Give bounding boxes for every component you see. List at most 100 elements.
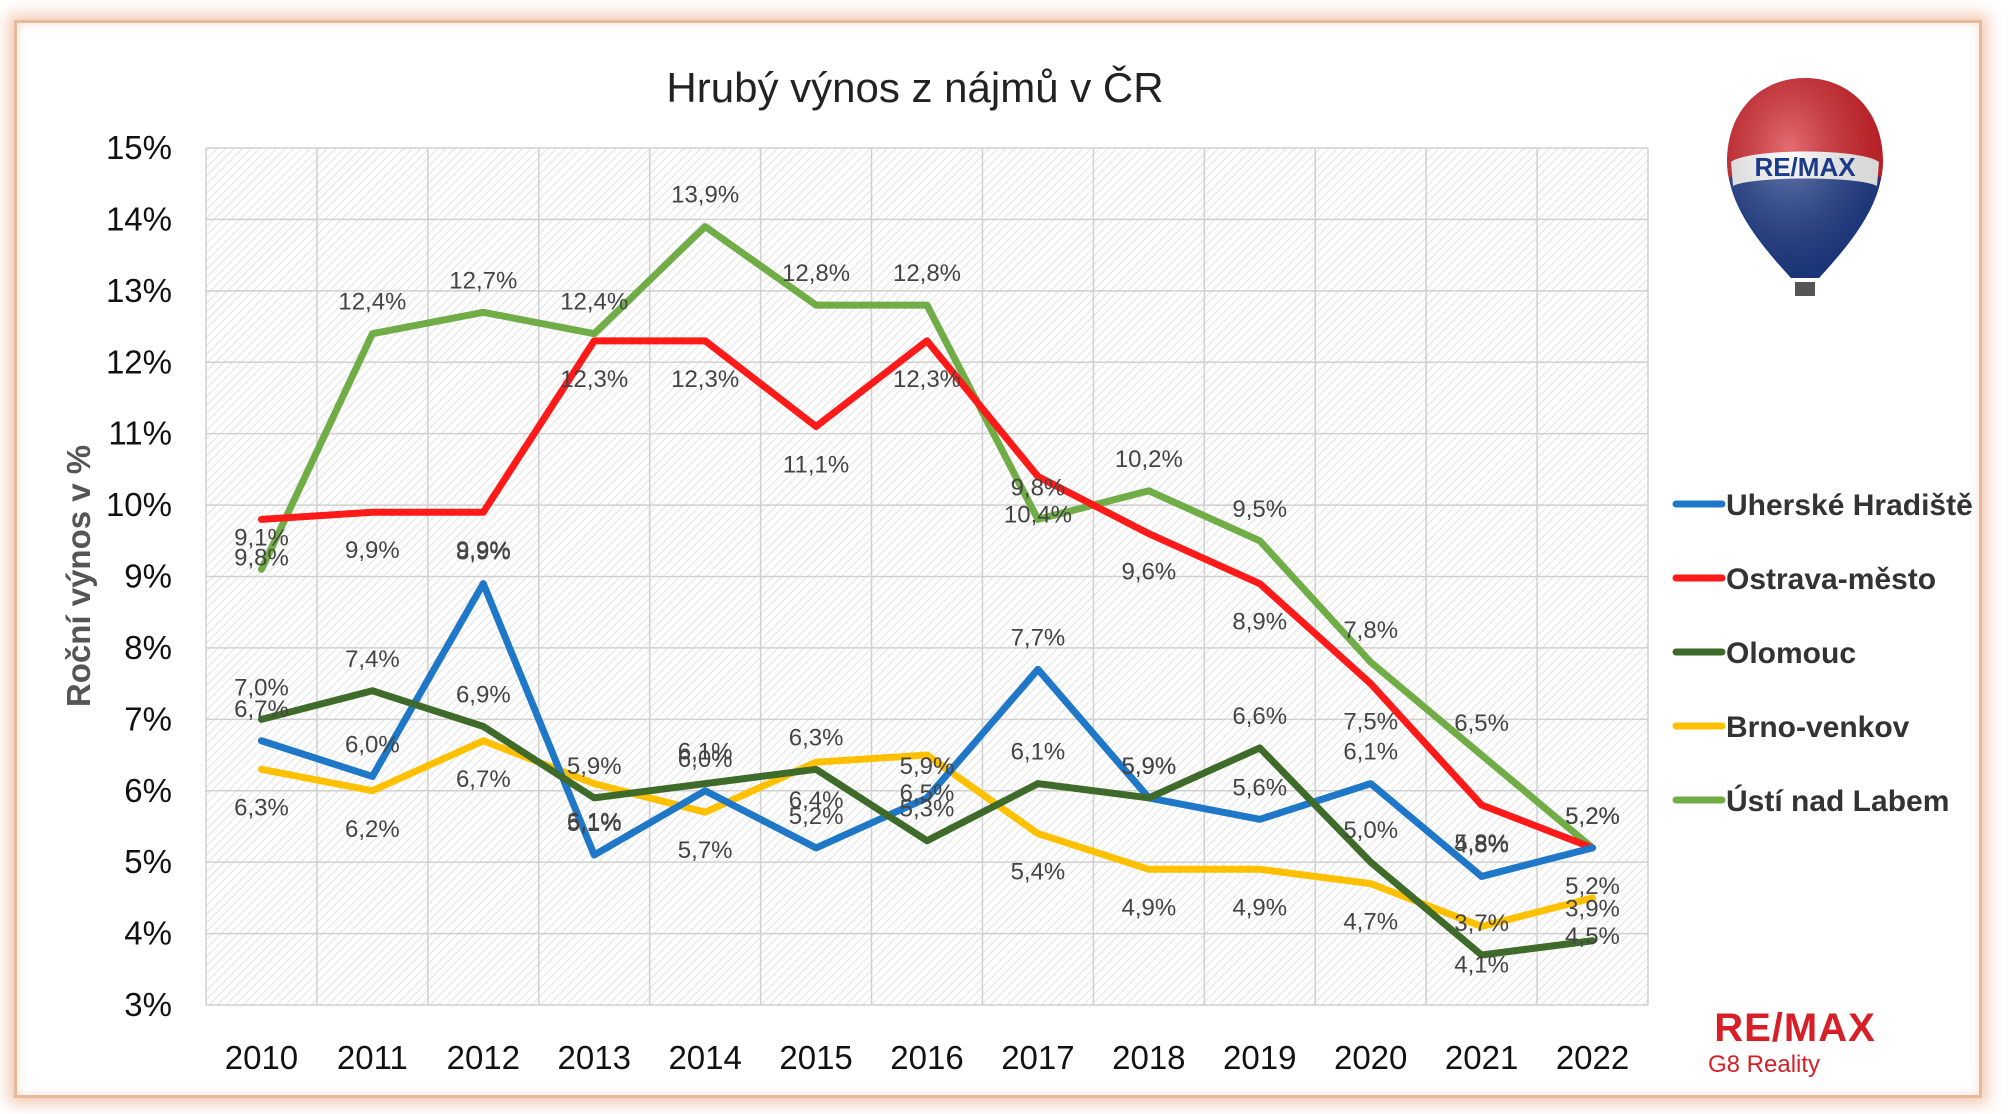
data-label-usti-nad-labem: 9,5% xyxy=(1232,496,1287,523)
chart-title: Hrubý výnos z nájmů v ČR xyxy=(666,64,1163,111)
data-label-brno-venkov: 6,2% xyxy=(345,816,400,843)
data-label-usti-nad-labem: 13,9% xyxy=(671,182,739,209)
data-label-usti-nad-labem: 12,4% xyxy=(560,289,628,316)
data-label-ostrava-mesto: 10,4% xyxy=(1004,502,1072,529)
x-tick-label: 2016 xyxy=(890,1039,963,1076)
data-label-ostrava-mesto: 9,6% xyxy=(1121,559,1176,586)
remax-balloon-logo: RE/MAX xyxy=(1727,78,1883,296)
data-label-ostrava-mesto: 9,9% xyxy=(345,537,400,564)
series-line-ostrava-mesto xyxy=(257,337,1597,852)
series-line-olomouc xyxy=(257,687,1597,959)
y-tick-label: 13% xyxy=(106,272,172,309)
legend-label-uherske-hradiste: Uherské Hradiště xyxy=(1726,489,1973,522)
data-label-usti-nad-labem: 7,8% xyxy=(1343,617,1398,644)
y-tick-label: 12% xyxy=(106,343,172,380)
y-tick-label: 14% xyxy=(106,200,172,237)
data-label-ostrava-mesto: 12,3% xyxy=(671,366,739,393)
data-label-uherske-hradiste: 6,0% xyxy=(345,731,400,758)
brand-subtitle: G8 Reality xyxy=(1708,1051,1820,1078)
data-label-uherske-hradiste: 5,1% xyxy=(567,810,622,837)
data-label-olomouc: 6,3% xyxy=(789,724,844,751)
data-label-ostrava-mesto: 9,9% xyxy=(456,537,511,564)
y-tick-label: 11% xyxy=(108,415,172,452)
x-tick-label: 2015 xyxy=(779,1039,852,1076)
data-label-brno-venkov: 6,7% xyxy=(456,766,511,793)
data-label-olomouc: 7,0% xyxy=(234,674,289,701)
y-tick-label: 9% xyxy=(124,558,172,595)
legend: Uherské Hradiště Ostrava-město Olomouc Brno… xyxy=(1672,489,1973,818)
data-label-brno-venkov: 6,1% xyxy=(567,809,622,836)
y-tick-label: 6% xyxy=(124,772,172,809)
y-tick-label: 7% xyxy=(124,700,172,737)
data-label-olomouc: 5,3% xyxy=(900,796,955,823)
data-label-usti-nad-labem: 12,7% xyxy=(449,267,517,294)
y-axis-label: Roční výnos v % xyxy=(60,445,97,707)
data-label-brno-venkov: 6,5% xyxy=(900,780,955,807)
data-label-uherske-hradiste: 5,9% xyxy=(900,753,955,780)
balloon-basket xyxy=(1795,282,1815,296)
data-label-usti-nad-labem: 12,8% xyxy=(893,260,961,287)
data-label-brno-venkov: 5,4% xyxy=(1011,859,1066,886)
data-labels: 6,7% 6,0% 8,9% 5,1% 6,0% 5,2% 5,9% 7,7% 5,9% 5,6%… xyxy=(234,182,1620,979)
y-tick-label: 10% xyxy=(106,486,172,523)
data-label-usti-nad-labem: 6,5% xyxy=(1454,710,1509,737)
data-label-brno-venkov: 5,7% xyxy=(678,837,733,864)
data-label-ostrava-mesto: 11,1% xyxy=(783,452,849,479)
data-label-usti-nad-labem: 9,8% xyxy=(1011,474,1066,501)
legend-label-usti-nad-labem: Ústí nad Labem xyxy=(1726,784,1949,818)
data-label-uherske-hradiste: 5,6% xyxy=(1232,774,1287,801)
x-tick-label: 2013 xyxy=(558,1039,631,1076)
data-label-uherske-hradiste: 5,2% xyxy=(789,803,844,830)
data-label-usti-nad-labem: 12,8% xyxy=(782,260,850,287)
data-label-olomouc: 3,7% xyxy=(1454,910,1509,937)
x-axis-ticks: 2010 2011 2012 2013 2014 2015 2016 2017 2018 2019… xyxy=(225,1039,1629,1076)
data-label-ostrava-mesto: 7,5% xyxy=(1343,709,1398,736)
x-tick-label: 2012 xyxy=(447,1039,520,1076)
data-label-uherske-hradiste: 7,7% xyxy=(1011,624,1066,651)
data-label-olomouc: 5,9% xyxy=(567,753,622,780)
data-label-ostrava-mesto: 12,3% xyxy=(893,366,961,393)
x-tick-label: 2014 xyxy=(668,1039,741,1076)
data-label-ostrava-mesto: 8,9% xyxy=(1232,609,1287,636)
data-label-brno-venkov: 4,9% xyxy=(1121,894,1176,921)
series-line-usti-nad-labem xyxy=(257,223,1597,852)
data-label-ostrava-mesto: 12,3% xyxy=(560,366,628,393)
legend-label-olomouc: Olomouc xyxy=(1726,637,1856,670)
brand-logo-text: RE/MAX xyxy=(1714,1006,1876,1050)
legend-label-brno-venkov: Brno-venkov xyxy=(1726,711,1910,744)
data-label-uherske-hradiste: 6,1% xyxy=(1343,739,1398,766)
data-label-uherske-hradiste: 4,8% xyxy=(1454,831,1509,858)
x-tick-label: 2021 xyxy=(1445,1039,1518,1076)
y-tick-label: 4% xyxy=(124,915,172,952)
data-label-usti-nad-labem: 9,1% xyxy=(234,524,289,551)
y-tick-label: 8% xyxy=(124,629,172,666)
data-label-brno-venkov: 4,7% xyxy=(1343,909,1398,936)
data-label-olomouc: 7,4% xyxy=(345,646,400,673)
data-label-ostrava-mesto: 9,8% xyxy=(234,544,289,571)
data-label-brno-venkov: 4,1% xyxy=(1454,951,1509,978)
x-tick-label: 2020 xyxy=(1334,1039,1407,1076)
balloon-logo-text: RE/MAX xyxy=(1754,152,1856,182)
data-label-olomouc: 6,6% xyxy=(1232,703,1287,730)
data-label-usti-nad-labem: 5,2% xyxy=(1565,803,1620,830)
data-label-usti-nad-labem: 12,4% xyxy=(338,289,406,316)
data-label-olomouc: 5,0% xyxy=(1343,817,1398,844)
x-tick-label: 2018 xyxy=(1112,1039,1185,1076)
x-tick-label: 2010 xyxy=(225,1039,298,1076)
y-tick-label: 3% xyxy=(124,986,172,1023)
data-label-brno-venkov: 6,4% xyxy=(789,787,844,814)
legend-label-ostrava-mesto: Ostrava-město xyxy=(1726,563,1936,596)
x-tick-label: 2022 xyxy=(1556,1039,1629,1076)
series-line-brno-venkov xyxy=(257,737,1597,930)
data-label-brno-venkov: 6,3% xyxy=(234,794,289,821)
data-label-ostrava-mesto: 5,2% xyxy=(1565,873,1620,900)
data-label-uherske-hradiste: 6,7% xyxy=(234,696,289,723)
series-lines xyxy=(257,223,1597,959)
y-tick-label: 5% xyxy=(124,843,172,880)
y-axis-ticks: 3% 4% 5% 6% 7% 8% 9% 10% 11% 12% 13% 14% 15% xyxy=(106,129,172,1023)
data-label-olomouc: 6,1% xyxy=(678,739,733,766)
data-label-olomouc: 3,9% xyxy=(1565,896,1620,923)
data-label-usti-nad-labem: 10,2% xyxy=(1115,446,1183,473)
data-label-brno-venkov: 4,5% xyxy=(1565,923,1620,950)
